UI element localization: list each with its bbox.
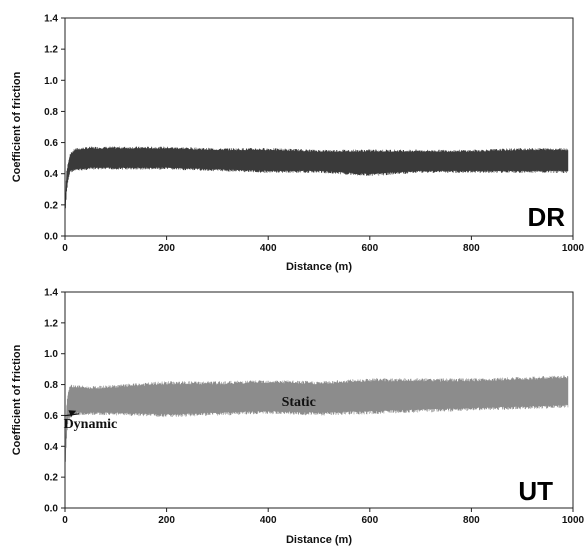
y-tick-label: 1.0 [44, 76, 58, 87]
y-tick-label: 0.6 [44, 411, 58, 422]
x-tick-label: 1000 [562, 243, 585, 254]
y-tick-label: 1.4 [44, 14, 58, 25]
x-tick-label: 400 [260, 515, 277, 526]
y-tick-label: 0.2 [44, 200, 58, 211]
y-tick-label: 0.0 [44, 232, 58, 243]
plot-frame [64, 291, 574, 509]
y-tick-label: 1.2 [44, 45, 58, 56]
x-tick-label: 800 [463, 243, 480, 254]
y-tick-label: 1.4 [44, 288, 58, 299]
y-tick-label: 0.4 [44, 442, 58, 453]
annotation-arrowhead [68, 410, 77, 417]
y-axis-title: Coefficient of friction [11, 344, 23, 455]
y-tick-label: 0.4 [44, 169, 58, 180]
x-tick-label: 0 [62, 515, 68, 526]
chart-panel-dr: 0.0 0.2 0.4 0.6 0.8 1.0 1.2 1.4 0 200 400 600 800 10… [11, 14, 585, 274]
annotation-static: Static [282, 395, 316, 410]
chart-panel-ut: 0.0 0.2 0.4 0.6 0.8 1.0 1.2 1.4 0 200 400 600 800 10… [11, 288, 585, 547]
y-tick-label: 1.2 [44, 318, 58, 329]
x-tick-label: 400 [260, 243, 277, 254]
plot-frame [64, 17, 574, 237]
friction-signal [64, 375, 569, 477]
y-tick-label: 1.0 [44, 349, 58, 360]
y-tick-label: 0.2 [44, 473, 58, 484]
x-axis-title: Distance (m) [286, 261, 352, 273]
x-tick-label: 200 [158, 515, 175, 526]
panel-label-ut: UT [518, 476, 553, 506]
x-tick-label: 200 [158, 243, 175, 254]
y-tick-label: 0.6 [44, 138, 58, 149]
friction-signal [64, 146, 569, 219]
annotation-dynamic: Dynamic [64, 417, 118, 432]
y-tick-label: 0.8 [44, 380, 58, 391]
y-tick-label: 0.0 [44, 504, 58, 515]
x-axis-title: Distance (m) [286, 534, 352, 546]
x-tick-label: 1000 [562, 515, 585, 526]
panel-label-dr: DR [527, 202, 565, 232]
y-tick-label: 0.8 [44, 107, 58, 118]
x-tick-label: 800 [463, 515, 480, 526]
x-tick-label: 600 [361, 515, 378, 526]
x-tick-label: 0 [62, 243, 68, 254]
x-tick-label: 600 [361, 243, 378, 254]
y-axis-title: Coefficient of friction [11, 71, 23, 182]
